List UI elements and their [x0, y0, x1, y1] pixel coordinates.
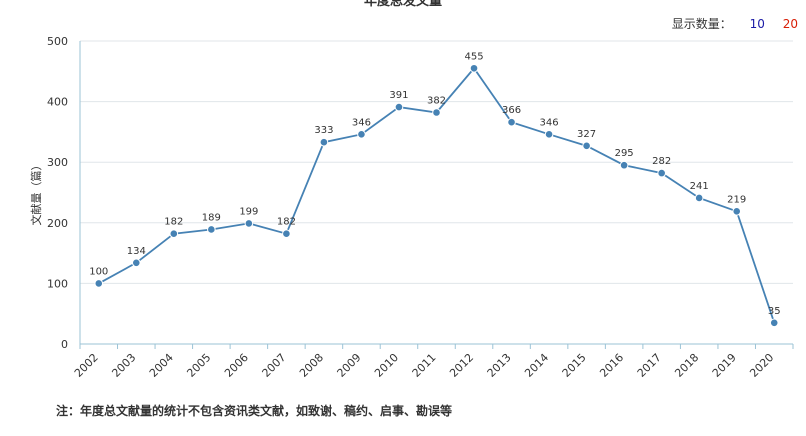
- data-label: 455: [464, 51, 483, 62]
- x-tick-label: 2006: [222, 351, 251, 380]
- data-label: 199: [239, 206, 258, 217]
- data-point: [319, 137, 329, 147]
- data-point: [732, 206, 742, 216]
- data-point: [282, 229, 291, 239]
- data-point: [582, 141, 591, 151]
- x-tick-label: 2014: [522, 351, 551, 380]
- data-label: 182: [164, 217, 183, 228]
- x-tick-label: 2003: [109, 351, 138, 380]
- data-label: 366: [502, 105, 521, 116]
- data-label: 182: [277, 217, 296, 228]
- x-tick-label: 2020: [747, 351, 776, 380]
- x-tick-label: 2012: [447, 351, 476, 380]
- x-tick-label: 2002: [72, 351, 101, 380]
- data-label: 382: [427, 96, 446, 107]
- x-tick-label: 2005: [184, 351, 213, 380]
- x-tick-label: 2004: [147, 351, 176, 380]
- chart-title: 年度总发文量: [363, 0, 442, 9]
- y-tick-label: 100: [47, 277, 68, 290]
- data-label: 346: [540, 117, 559, 128]
- data-label: 219: [727, 194, 746, 205]
- display-count-option-10[interactable]: 10: [749, 17, 765, 31]
- data-label: 327: [577, 129, 596, 140]
- data-point: [432, 108, 441, 117]
- data-label: 295: [615, 148, 634, 159]
- x-tick-label: 2013: [485, 351, 514, 380]
- footnote: 注：年度总文献量的统计不包含资讯类文献，如致谢、稿约、启事、勘误等: [56, 404, 453, 418]
- data-point: [769, 318, 779, 328]
- x-tick-label: 2009: [335, 351, 364, 380]
- y-axis-title: 文献量（篇）: [29, 160, 43, 226]
- data-label: 134: [127, 246, 146, 257]
- y-tick-label: 200: [47, 217, 68, 230]
- display-count-label: 显示数量：: [671, 17, 732, 31]
- data-label: 391: [389, 90, 408, 101]
- data-point: [619, 160, 629, 170]
- x-tick-label: 2011: [410, 351, 439, 380]
- line-chart: 0 100 200 300 400 500 2002 2003 2004 2005 2006 2007…: [29, 35, 794, 380]
- data-label: 100: [89, 266, 108, 277]
- data-point: [544, 130, 554, 139]
- data-point: [657, 168, 666, 178]
- y-tick-label: 400: [47, 96, 68, 109]
- display-count-selector: 显示数量： 10 20: [672, 15, 798, 32]
- data-label: 282: [652, 156, 671, 167]
- y-tick-label: 500: [47, 35, 68, 48]
- x-tick-label: 2015: [560, 351, 589, 380]
- x-tick-label: 2017: [635, 351, 664, 380]
- data-point: [469, 63, 479, 73]
- data-point: [207, 225, 216, 234]
- y-tick-label: 300: [47, 156, 68, 169]
- x-tick-label: 2016: [597, 351, 626, 380]
- data-point: [131, 258, 141, 268]
- data-label: 346: [352, 117, 371, 128]
- x-tick-label: 2018: [672, 351, 701, 380]
- x-tick-label: 2008: [297, 351, 326, 380]
- data-point: [507, 117, 516, 127]
- data-point: [94, 279, 104, 288]
- data-point: [694, 193, 704, 203]
- display-count-option-20[interactable]: 20: [782, 17, 798, 31]
- data-label: 35: [768, 306, 781, 317]
- data-point: [244, 219, 254, 228]
- y-tick-label: 0: [61, 338, 68, 351]
- data-label: 333: [314, 125, 333, 136]
- x-tick-label: 2007: [260, 351, 289, 380]
- data-point: [169, 229, 179, 239]
- x-tick-label: 2019: [710, 351, 739, 380]
- data-label: 189: [202, 212, 221, 223]
- data-point: [394, 102, 404, 112]
- data-label: 241: [690, 181, 709, 192]
- data-point: [357, 130, 366, 139]
- x-tick-label: 2010: [372, 351, 401, 380]
